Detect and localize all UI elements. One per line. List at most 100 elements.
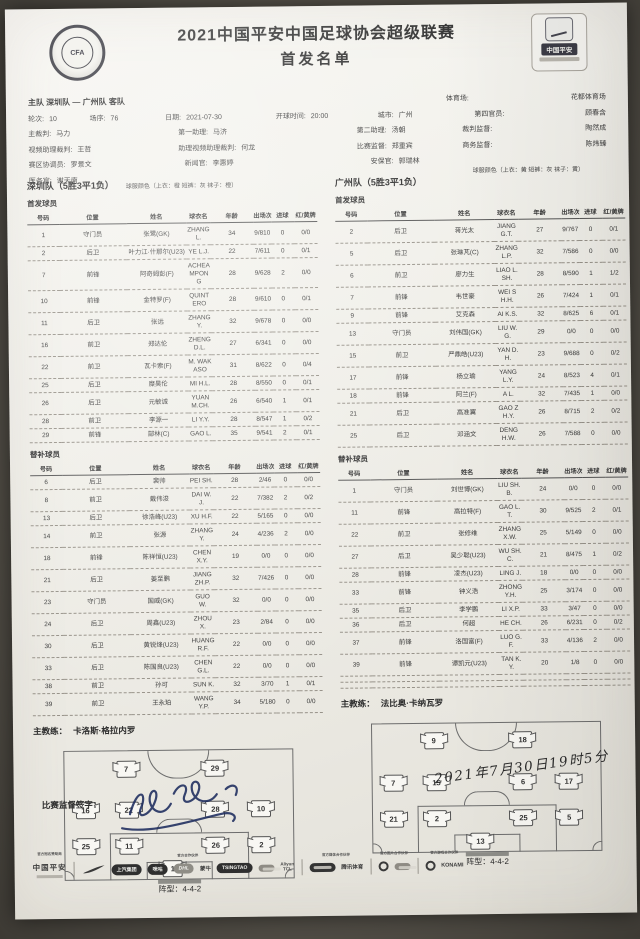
cell-position: 后卫 [371, 617, 439, 632]
cell-number: 8 [30, 489, 63, 512]
cell-name: 阿奇姆彭(F) [126, 259, 188, 290]
cell-apps-minutes: 7/426 [257, 567, 275, 590]
cell-position: 后卫 [369, 424, 437, 447]
cell-goals: 0 [582, 565, 607, 580]
migu-logo: 咪咕 [147, 863, 168, 875]
cell-apps-minutes: 9/688 [562, 342, 581, 365]
info-label: 赛区协调员: [28, 161, 66, 170]
info-label: 安保官: [370, 158, 394, 166]
cell-age: 30 [521, 499, 565, 523]
cell-goals: 2 [583, 629, 607, 652]
cell-age: 28 [212, 473, 257, 488]
info-value: 陶然成 [585, 124, 607, 132]
cell-goals: 1 [579, 262, 603, 285]
info-value: 20:00 [310, 112, 329, 120]
info-value: 2021-07-30 [186, 113, 222, 122]
cell-number: 38 [32, 679, 65, 694]
cell-age: 26 [520, 422, 564, 446]
cell-apps-minutes: 8/590 [561, 262, 580, 285]
cell-age: 32 [215, 677, 259, 692]
dhl-logo: DHL [173, 863, 194, 874]
column-header: 红/黄牌 [601, 204, 626, 219]
cell-jersey-name: WEI SH.H. [495, 285, 519, 308]
cell-name: 艾克森 [434, 307, 496, 323]
cell-cards: 0/0 [298, 610, 322, 633]
cell-name: 国威(GK) [130, 589, 192, 613]
cell-age: 32 [518, 240, 562, 264]
player-row: 21 后卫 姜至鹏 JIANG ZH.P. 32 7/426 0 0/0 [31, 566, 322, 592]
cell-position: 后卫 [370, 545, 438, 568]
cell-goals: 1 [272, 411, 297, 427]
cell-goals: 0 [270, 221, 295, 245]
column-header: 红/黄牌 [296, 459, 321, 473]
home-subs-table: 号码 位置 姓名 球衣名 年龄 出场次数/时间 进球 红/黄牌 6 后卫 裴帅 PEI SH.… [29, 459, 323, 716]
cell-jersey-name: JIANG ZH.P. [190, 567, 215, 590]
info-pair: 视频助理裁判: 王哲 [28, 143, 178, 155]
cell-age: 18 [521, 565, 566, 581]
signature-row: 比赛监督签字： 2021年7月30日19时5分 [42, 748, 613, 847]
cell-apps-minutes: 7/586 [561, 240, 580, 263]
cell-position: 后卫 [63, 634, 131, 658]
cell-jersey-name: GAO ZH.Y. [496, 401, 521, 424]
cell-position: 前卫 [60, 333, 128, 357]
info-value: 广州 [398, 111, 413, 119]
home-starters-table: 号码 位置 姓名 球衣名 年龄 出场次数/时间 进球 红/黄牌 1 守门员 张鹭(GK) ZH… [27, 208, 320, 443]
photo-partner-icon [378, 861, 389, 872]
cell-jersey-name: PEI SH. [189, 473, 213, 488]
cell-jersey-name: HE CH. [499, 616, 523, 631]
cell-cards: 0/0 [297, 566, 322, 589]
cell-number [340, 681, 373, 689]
cell-jersey-name: LING J. [498, 566, 523, 581]
cell-name: 郑达伦 [127, 333, 189, 356]
cell-age: 26 [518, 284, 563, 308]
info-pair: 第四官员: 顾春含 [474, 107, 606, 118]
cell-name: 周鑫(U23) [130, 611, 192, 635]
cell-number: 33 [339, 581, 372, 605]
cell-jersey-name: QUINTERO [187, 288, 211, 312]
cell-age: 26 [522, 615, 567, 631]
cell-age: 34 [209, 222, 254, 245]
info-pair: 商务监督: 陈炜臻 [462, 138, 606, 150]
cell-name: 黄锐烽(U23) [130, 633, 192, 657]
cell-number: 9 [336, 308, 369, 324]
cell-age: 33 [522, 629, 567, 653]
stadium-pair: 体育场: 花都体育场 [446, 92, 606, 104]
cell-cards: 0/0 [299, 690, 323, 713]
teams-line: 主队 深圳队 — 广州队 客队 体育场: 花都体育场 [28, 91, 606, 109]
cell-jersey-name: ACHEAMPONG [187, 258, 211, 290]
cell-number: 39 [340, 653, 373, 677]
info-label: 视频助理裁判: [28, 146, 73, 154]
cell-position: 前卫 [64, 692, 132, 716]
footer-divider [73, 861, 75, 878]
player-shirt-icon: 9 [423, 731, 444, 749]
cell-number: 16 [28, 334, 61, 357]
cell-cards: 0/1 [602, 306, 627, 321]
cell-jersey-name: YE L.J. [187, 244, 211, 260]
cell-age: 23 [214, 611, 259, 634]
cell-apps-minutes: 7/588 [563, 422, 582, 445]
cell-cards: 0/0 [602, 240, 626, 263]
cell-jersey-name: YUAN M.CH. [188, 390, 213, 413]
away-kit-colors: 球服颜色（上衣：黄 短裤：灰 袜子：黄） [472, 166, 585, 175]
supervisor-signature-ink [121, 780, 238, 831]
cell-age: 28 [211, 376, 256, 391]
cell-cards: 0/1 [605, 499, 629, 522]
cell-name: 瓦卡索(F) [127, 354, 189, 378]
cell-position: 前卫 [368, 344, 436, 367]
cell-apps-minutes: 0/0 [258, 655, 276, 678]
cell-cards: 0/1 [603, 364, 628, 387]
cell-goals: 1 [580, 386, 605, 401]
tier-label: 官方图片合作伙伴 [380, 851, 409, 856]
saic-logo: 上汽集团 [111, 863, 142, 875]
teams-text: 主队 深圳队 — 广州队 客队 [27, 97, 125, 108]
away-subs-table: 号码 位置 姓名 球衣名 年龄 出场次数/时间 进球 红/黄牌 1 守门员 刘世博(GK) L… [338, 463, 631, 689]
cell-position: 后卫 [62, 474, 129, 490]
page-subtitle: 首发名单 [280, 50, 353, 69]
cell-number: 33 [32, 657, 65, 680]
cell-age: 31 [211, 354, 256, 377]
cell-number: 18 [337, 388, 370, 404]
konami-logo: KONAMI [441, 862, 464, 869]
cell-cards: 0/0 [606, 601, 630, 616]
cell-apps-minutes: 4/136 [566, 629, 584, 652]
cell-position: 守门员 [370, 479, 438, 502]
